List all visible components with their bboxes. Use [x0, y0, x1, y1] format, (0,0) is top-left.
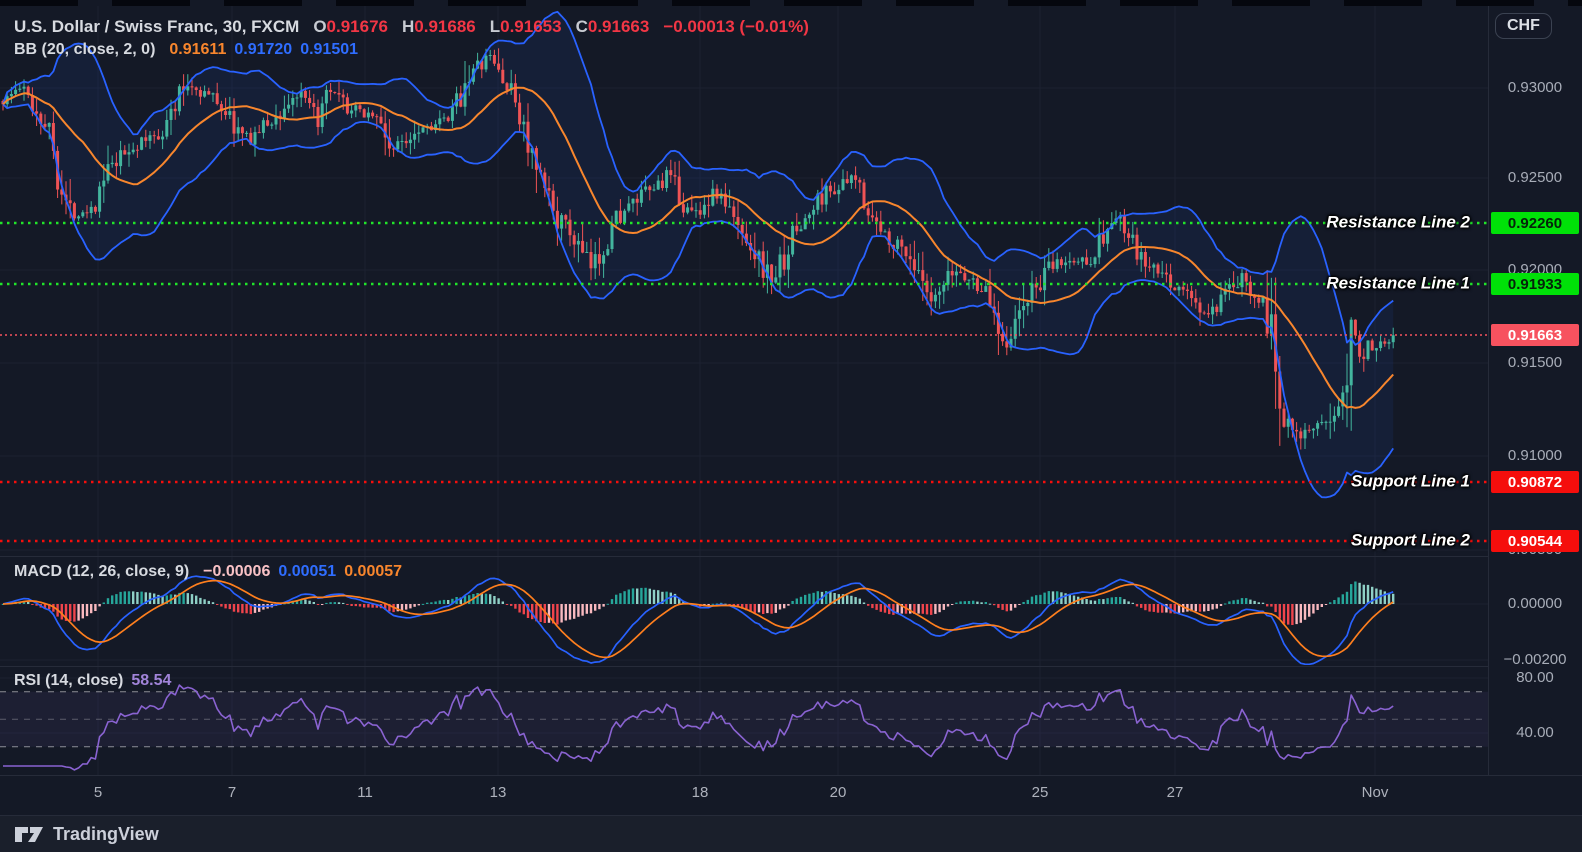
rsi-tick-label: 40.00: [1516, 724, 1554, 741]
symbol-title[interactable]: U.S. Dollar / Swiss Franc, 30, FXCM: [14, 17, 300, 36]
price-axis[interactable]: [1489, 6, 1582, 775]
time-axis-divider: [0, 775, 1582, 776]
resistance-price-tag[interactable]: 0.92260: [1491, 212, 1579, 234]
time-tick-label: 20: [829, 784, 847, 801]
time-tick-label: Nov: [1361, 784, 1389, 801]
footer-divider: [0, 815, 1582, 816]
macd-histogram-value: −0.00006: [203, 563, 271, 580]
time-tick-label: 13: [489, 784, 507, 801]
price-axis-divider: [1488, 0, 1489, 815]
price-tick-label: 0.92500: [1507, 169, 1563, 186]
macd-line-value: 0.00051: [278, 563, 337, 580]
currency-toggle-button[interactable]: CHF: [1495, 13, 1552, 39]
macd-legend: MACD (12, 26, close, 9) −0.00006 0.00051…: [14, 563, 402, 581]
time-tick-label: 5: [93, 784, 103, 801]
bb-title[interactable]: BB (20, close, 2, 0): [14, 41, 156, 58]
high-value: 0.91686: [414, 17, 476, 36]
rsi-value: 58.54: [131, 672, 172, 689]
price-tick-label: 0.91500: [1507, 354, 1563, 371]
low-value: 0.91653: [500, 17, 562, 36]
bb-legend: BB (20, close, 2, 0) 0.91611 0.91720 0.9…: [14, 41, 358, 59]
footer-bar: TradingView: [0, 816, 1582, 852]
macd-tick-label: −0.00200: [1503, 651, 1567, 668]
close-label: C: [575, 17, 588, 36]
resistance-line-label[interactable]: Resistance Line 1: [1326, 273, 1470, 293]
open-label: O: [313, 17, 327, 36]
macd-title[interactable]: MACD (12, 26, close, 9): [14, 563, 190, 580]
open-value: 0.91676: [326, 17, 388, 36]
bb-lower-value: 0.91501: [300, 41, 359, 58]
time-tick-label: 25: [1031, 784, 1049, 801]
change-value: −0.00013 (−0.01%): [663, 17, 809, 36]
rsi-tick-label: 80.00: [1516, 669, 1554, 686]
time-axis[interactable]: [0, 776, 1582, 815]
time-tick-label: 18: [691, 784, 709, 801]
resistance-line-label[interactable]: Resistance Line 2: [1326, 212, 1470, 232]
support-price-tag[interactable]: 0.90872: [1491, 471, 1579, 493]
symbol-legend: U.S. Dollar / Swiss Franc, 30, FXCM O 0.9…: [14, 17, 809, 37]
support-price-tag[interactable]: 0.90544: [1491, 530, 1579, 552]
time-tick-label: 11: [357, 784, 373, 801]
close-value: 0.91663: [587, 17, 650, 36]
browser-edge-strip: [0, 0, 1582, 6]
bb-upper-value: 0.91720: [234, 41, 293, 58]
rsi-title[interactable]: RSI (14, close): [14, 672, 124, 689]
macd-rsi-divider[interactable]: [0, 666, 1582, 667]
macd-tick-label: 0.00000: [1507, 595, 1563, 612]
tradingview-logo-icon[interactable]: [14, 822, 44, 846]
time-tick-label: 7: [227, 784, 237, 801]
high-label: H: [402, 17, 415, 36]
time-tick-label: 27: [1166, 784, 1184, 801]
support-line-label[interactable]: Support Line 2: [1351, 530, 1470, 550]
last-price-tag[interactable]: 0.91663: [1491, 324, 1579, 346]
low-label: L: [489, 17, 501, 36]
rsi-legend: RSI (14, close) 58.54: [14, 672, 171, 690]
price-tick-label: 0.93000: [1507, 79, 1563, 96]
support-line-label[interactable]: Support Line 1: [1351, 471, 1470, 491]
resistance-price-tag[interactable]: 0.91933: [1491, 273, 1579, 295]
bb-basis-value: 0.91611: [169, 41, 227, 58]
price-tick-label: 0.91000: [1507, 447, 1563, 464]
brand-name[interactable]: TradingView: [53, 823, 159, 844]
price-macd-divider[interactable]: [0, 556, 1582, 557]
macd-signal-value: 0.00057: [344, 563, 403, 580]
